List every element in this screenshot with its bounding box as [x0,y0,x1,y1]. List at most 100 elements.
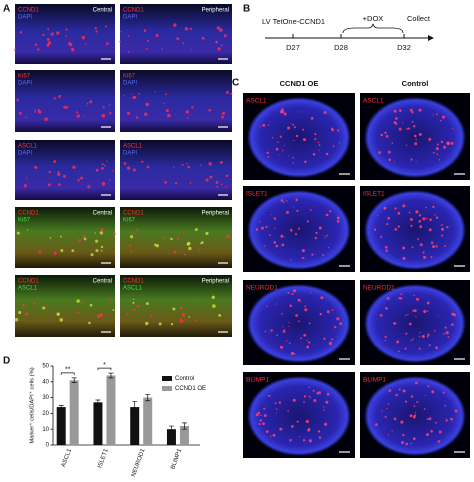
signal-dot [144,112,148,117]
signal-dot [53,251,57,255]
signal-dot [275,147,279,151]
signal-dot [292,289,297,293]
signal-dot [430,256,433,259]
signal-dot [318,226,322,230]
signal-dot [323,110,327,114]
micrograph [120,207,232,268]
treatment: +DOX [363,14,384,23]
signal-dot [105,42,109,45]
signal-dot [445,331,449,335]
signal-dot [413,134,417,138]
signal-dot [331,128,334,132]
signal-dot [329,210,332,213]
signal-dot [334,325,337,329]
signal-dot [89,303,93,307]
signal-dot [126,313,129,316]
signal-dot [80,301,83,304]
signal-dot [269,234,271,236]
signal-dot [220,183,223,185]
signal-dot [301,249,305,253]
signal-dot [211,295,215,299]
signal-dot [415,210,419,214]
signal-dot [318,436,322,439]
signal-dot [407,127,410,130]
signal-dot [46,43,50,47]
signal-dot [287,126,291,130]
signal-dot [432,245,435,249]
signal-dot [26,229,29,231]
signal-dot [145,47,148,50]
signal-dot [263,414,267,417]
construct: LV TetOne-CCND1 [262,17,325,26]
signal-dot [444,404,447,407]
signal-dot [387,150,391,154]
signal-dot [283,236,285,238]
signal-dot [18,233,21,236]
signal-dot [410,442,412,445]
marker-label: CCND1 [18,211,39,217]
error-bar [168,425,174,433]
signal-dot [86,102,89,105]
signal-dot [414,381,418,385]
signal-dot [280,199,284,202]
significance-bracket [97,367,112,371]
signal-dot [410,158,413,161]
signal-dot [282,330,286,333]
signal-dot [274,227,276,230]
signal-dot [425,206,427,209]
error-bar [132,401,138,413]
panel-label: A [3,4,10,15]
signal-dot [438,315,440,317]
signal-dot [426,335,429,338]
signal-dot [324,422,328,426]
signal-dot [405,314,407,317]
signal-dot [173,23,177,27]
signal-dot [308,386,310,389]
signal-dot [436,143,439,146]
signal-dot [380,235,383,239]
signal-dot [402,433,405,437]
signal-dot [282,326,284,328]
signal-dot [101,113,106,118]
signal-dot [123,162,127,165]
region-label: Peripheral [202,211,229,217]
signal-dot [419,331,421,334]
signal-dot [431,390,435,394]
signal-dot [133,298,135,300]
signal-dot [106,160,108,162]
signal-dot [176,37,180,41]
signal-dot [136,228,139,231]
signal-dot [196,313,199,315]
day-label: D28 [334,43,348,52]
signal-dot [221,111,226,115]
signal-dot [299,436,301,438]
signal-dot [290,259,292,261]
signal-dot [393,109,397,113]
signal-dot [267,394,270,397]
signal-dot [405,442,409,446]
signal-dot [309,209,312,211]
signal-dot [308,439,312,443]
signal-dot [57,172,61,176]
signal-dot [428,228,432,232]
signal-dot [303,333,307,337]
signal-dot [433,330,436,332]
error-bar [58,405,64,410]
signal-dot [268,332,270,334]
signal-dot [89,100,93,104]
signal-dot [404,400,408,403]
significance: ** [65,367,71,374]
signal-dot [259,419,262,422]
signal-dot [444,326,447,329]
error-bar [95,399,101,406]
signal-dot [423,309,427,313]
signal-dot [195,319,198,322]
signal-dot [413,405,416,407]
signal-dot [416,401,419,404]
x-tick-label: BLIMP1 [170,448,183,471]
signal-dot [22,303,25,307]
signal-dot [26,177,28,179]
signal-dot [273,217,277,220]
organoid [364,284,466,363]
signal-dot [302,439,306,442]
